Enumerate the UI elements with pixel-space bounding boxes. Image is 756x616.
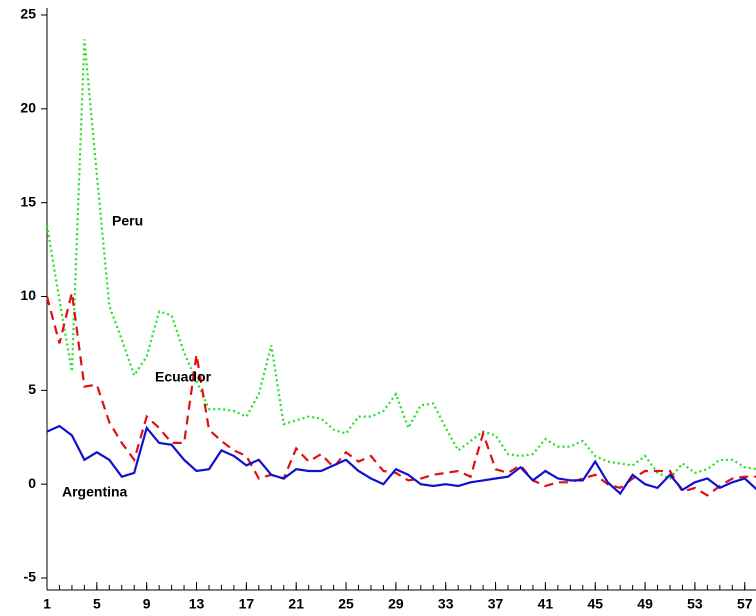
- y-tick-label: -5: [24, 569, 37, 585]
- x-tick-label: 45: [587, 596, 603, 612]
- x-tick-label: 25: [338, 596, 354, 612]
- y-tick-label: 5: [28, 381, 36, 397]
- series-line: [45, 39, 756, 480]
- series-label: Ecuador: [155, 369, 212, 385]
- x-tick-label: 9: [143, 596, 151, 612]
- series-line: [46, 424, 756, 496]
- x-tick-label: 37: [488, 596, 504, 612]
- series-label: Peru: [112, 213, 143, 229]
- x-tick-label: 49: [637, 596, 653, 612]
- x-tick-label: 21: [288, 596, 304, 612]
- y-tick-label: 0: [28, 475, 36, 491]
- x-tick-label: 5: [93, 596, 101, 612]
- x-tick-label: 57: [737, 596, 753, 612]
- series-line: [45, 292, 756, 497]
- series-label: Argentina: [62, 484, 128, 500]
- x-tick-label: 53: [687, 596, 703, 612]
- y-tick-label: 10: [20, 287, 36, 303]
- x-tick-label: 33: [438, 596, 454, 612]
- x-tick-label: 41: [538, 596, 554, 612]
- x-tick-label: 29: [388, 596, 404, 612]
- y-tick-label: 15: [20, 193, 36, 209]
- x-tick-label: 13: [189, 596, 205, 612]
- y-tick-label: 20: [20, 100, 36, 116]
- x-tick-label: 17: [239, 596, 255, 612]
- x-tick-label: 1: [43, 596, 51, 612]
- y-tick-label: 25: [20, 6, 36, 22]
